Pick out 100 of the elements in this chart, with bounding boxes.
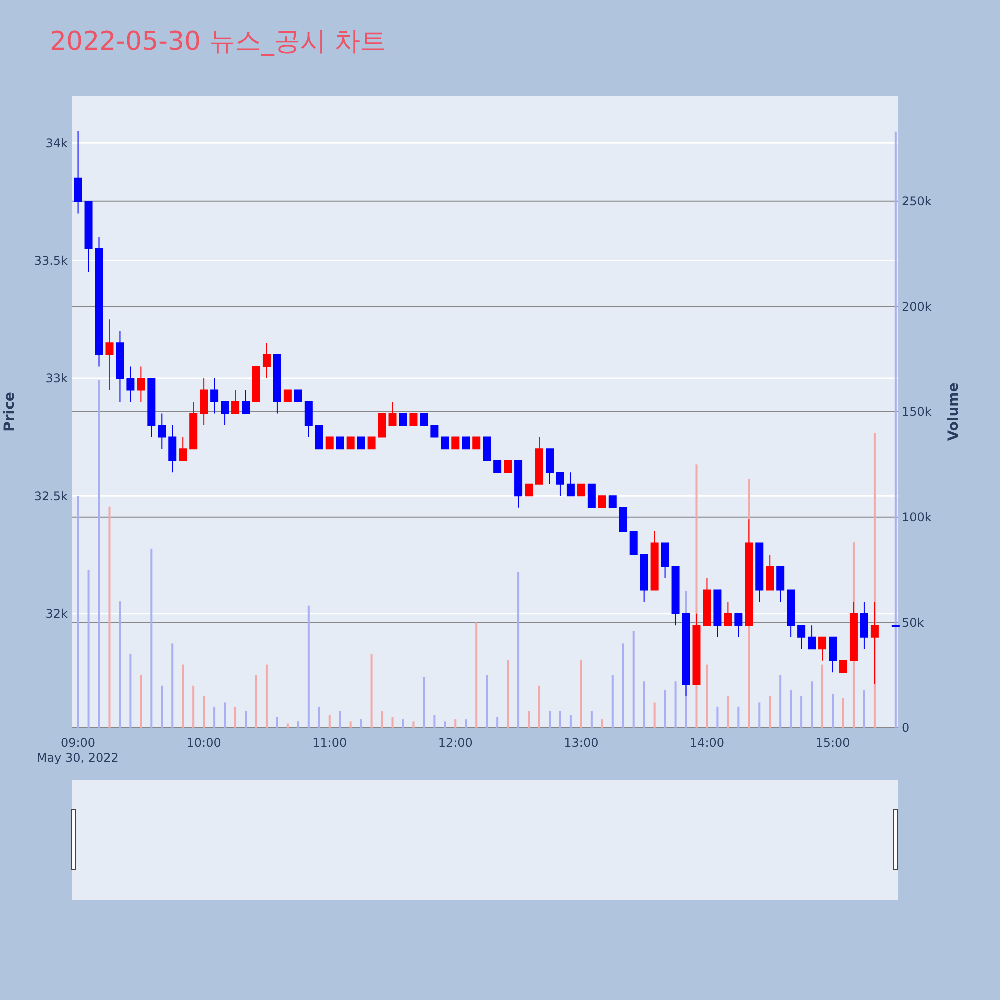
bar <box>842 698 844 728</box>
y2-tick-label: 50k <box>902 616 924 630</box>
bar <box>444 722 446 728</box>
x-tick-label: 09:00 May 30, 2022 <box>36 736 119 765</box>
candlestick <box>829 636 838 674</box>
y2-tick-label: 250k <box>902 194 932 209</box>
bar <box>580 660 582 728</box>
candlestick <box>158 413 166 450</box>
bar <box>832 694 834 728</box>
candlestick <box>441 436 450 450</box>
candlestick <box>860 602 868 650</box>
candlestick <box>346 436 355 450</box>
candlestick <box>703 578 712 626</box>
y-tick-label: 34k <box>46 136 68 150</box>
bar <box>800 696 803 728</box>
bar <box>454 720 457 728</box>
bar <box>318 706 320 728</box>
bar <box>548 711 551 728</box>
bar <box>894 132 897 728</box>
bar <box>245 711 248 728</box>
candlestick <box>399 413 408 426</box>
bar <box>632 631 635 728</box>
candlestick <box>126 366 135 402</box>
candlestick <box>74 130 82 214</box>
x-tick-label: 15:00 <box>816 736 850 750</box>
candlestick <box>483 436 492 462</box>
candlestick <box>452 436 460 450</box>
candlestick <box>95 236 104 368</box>
bar <box>465 720 468 728</box>
bar <box>486 675 488 728</box>
candlestick <box>504 460 512 474</box>
candlestick <box>315 425 324 450</box>
candlestick <box>232 390 240 414</box>
bar <box>350 722 352 728</box>
candlestick <box>661 542 670 580</box>
candlestick <box>556 472 564 497</box>
candlestick <box>420 413 428 426</box>
bar <box>601 720 604 728</box>
y-tick-label: 33.5k <box>34 254 68 268</box>
candlestick <box>577 484 586 497</box>
candlestick <box>598 496 606 508</box>
candlestick <box>787 590 796 638</box>
bar <box>77 496 80 728</box>
bar <box>476 622 478 728</box>
bar <box>538 686 541 728</box>
bar <box>738 706 740 728</box>
candlestick <box>494 460 502 474</box>
candlestick <box>368 436 376 450</box>
candlestick <box>462 436 470 450</box>
candlestick <box>326 436 334 450</box>
candlestick <box>798 625 806 650</box>
bar <box>140 675 142 728</box>
candlestick <box>514 460 523 508</box>
bar <box>234 706 237 728</box>
x-tick-label: 12:00 <box>438 736 473 750</box>
bar <box>780 675 782 728</box>
bar <box>863 690 866 728</box>
candlestick <box>546 448 554 485</box>
candlestick <box>808 625 816 650</box>
y-tick-label: 32k <box>46 607 68 622</box>
bar <box>423 677 426 728</box>
candlestick <box>210 378 219 414</box>
y-axis-title: Price <box>2 392 18 432</box>
bar <box>496 717 499 728</box>
candlestick <box>692 613 701 685</box>
y2-axis-title: Volume <box>946 382 962 442</box>
bar <box>172 644 174 728</box>
bar <box>255 675 258 728</box>
candlestick <box>304 401 313 438</box>
candlestick <box>766 554 774 591</box>
candlestick <box>734 613 743 638</box>
bar <box>716 706 719 728</box>
candlestick <box>566 472 575 497</box>
bar <box>654 702 656 728</box>
candlestick <box>106 319 114 391</box>
bar <box>706 664 708 728</box>
candlestick <box>430 425 439 438</box>
bar <box>507 660 510 728</box>
y-tick-label: 33k <box>46 372 68 386</box>
candlestick <box>294 390 302 402</box>
bar <box>822 664 824 728</box>
candlestick <box>588 484 596 508</box>
candlestick <box>756 542 764 603</box>
bar <box>643 682 646 728</box>
bar <box>328 715 331 728</box>
bar <box>412 722 415 728</box>
bar <box>150 548 153 728</box>
bar <box>339 711 342 728</box>
bar <box>214 706 216 728</box>
candlestick <box>262 342 271 379</box>
y-tick-label: 32.5k <box>34 489 68 504</box>
y2-tick-label: 200k <box>902 300 932 314</box>
candlestick <box>839 660 848 674</box>
bar <box>790 690 792 728</box>
candlestick <box>284 390 292 402</box>
candlestick <box>137 366 146 402</box>
candlestick <box>650 530 659 591</box>
bar <box>570 715 572 728</box>
candlestick <box>536 436 544 485</box>
candlestick <box>200 378 208 426</box>
